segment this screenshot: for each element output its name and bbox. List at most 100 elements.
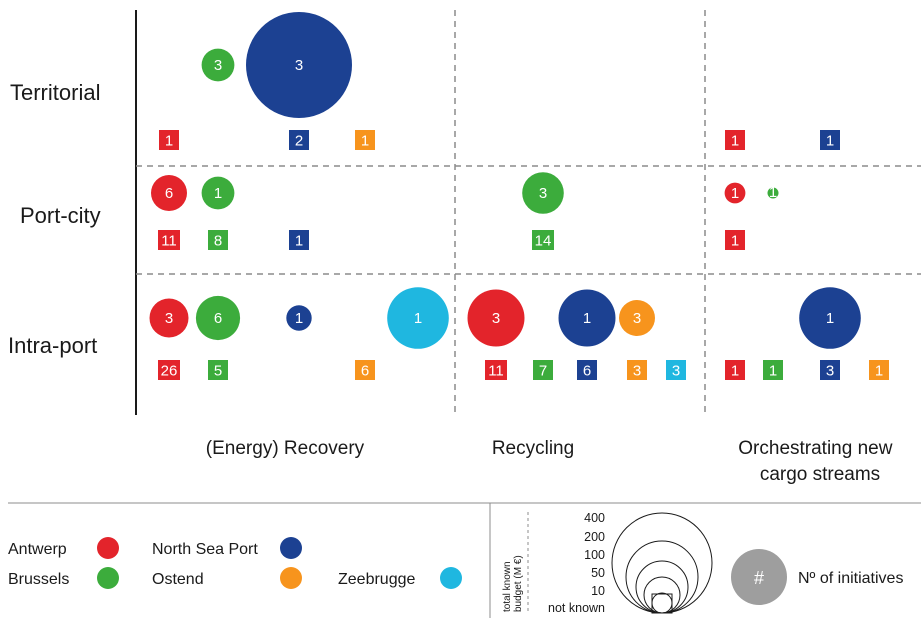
bubble-label-brussels-8: 6 (214, 310, 222, 327)
initiative-count-ostend-21 (869, 360, 889, 380)
initiative-count-label-ostend-16: 3 (633, 363, 641, 380)
row-label-territorial: Territorial (10, 80, 100, 105)
budget-legend-title: total known budget (M €) (502, 555, 524, 612)
initiative-count-brussels-19 (763, 360, 783, 380)
bubble-label-antwerp-11: 3 (492, 310, 500, 327)
initiative-count-northsea-7 (289, 230, 309, 250)
budget-circle-10 (651, 592, 673, 614)
bubble-brussels-0 (201, 48, 235, 82)
initiative-count-brussels-14 (533, 360, 553, 380)
bubble-northsea-1 (246, 12, 352, 118)
initiative-count-northsea-20 (820, 360, 840, 380)
column-label-orchestrating-line-1: Orchestrating new (738, 438, 892, 459)
legend-swatch-zeebrugge (440, 567, 462, 589)
initiative-count-label-brussels-19: 1 (769, 363, 777, 380)
bubble-label-brussels-0: 3 (214, 57, 222, 74)
initiative-count-zeebrugge-17 (666, 360, 686, 380)
initiative-count-antwerp-0 (159, 130, 179, 150)
chart-marks: 3 36 1 3 1 13 6 1 1 3 1 3 11 2 1 1 111 8 1 14 126 5 6 11 7 6 3 3 1 1 3… (149, 12, 889, 380)
initiative-count-label-brussels-8: 14 (535, 233, 552, 250)
legend-label-north-sea-port: North Sea Port (152, 541, 258, 558)
budget-circle-50 (643, 576, 681, 614)
row-labels: Territorial Port-city Intra-port (8, 80, 101, 358)
initiative-count-label-brussels-11: 5 (214, 363, 222, 380)
initiative-count-antwerp-10 (158, 360, 180, 380)
initiative-count-brussels-11 (208, 360, 228, 380)
bubble-label-northsea-14: 1 (826, 310, 834, 327)
bubble-brussels-8 (195, 295, 241, 341)
budget-level-10: 10 (591, 584, 605, 598)
legend-label-brussels: Brussels (8, 571, 69, 588)
initiative-count-northsea-15 (577, 360, 597, 380)
bubble-northsea-14 (799, 287, 861, 349)
bubble-antwerp-11 (467, 289, 525, 347)
bubble-northsea-12 (558, 289, 616, 347)
initiatives-legend-symbol (731, 549, 787, 605)
budget-level-200: 200 (584, 530, 605, 544)
budget-level-400: 400 (584, 511, 605, 525)
budget-size-legend: total known budget (M €) 400 200 100 50 … (489, 503, 713, 618)
initiative-count-label-antwerp-18: 1 (731, 363, 739, 380)
bubble-northsea-9 (286, 305, 312, 331)
initiative-count-label-antwerp-3: 1 (731, 133, 739, 150)
initiative-count-label-northsea-4: 1 (826, 133, 834, 150)
initiatives-legend: # Nº of initiatives (731, 549, 903, 605)
initiatives-legend-symbol-text: # (754, 568, 764, 588)
bubble-ostend-13 (619, 300, 655, 336)
bubble-label-antwerp-5: 1 (731, 185, 739, 202)
bubble-brussels-3 (201, 176, 235, 210)
initiative-count-antwerp-3 (725, 130, 745, 150)
bubble-label-zeebrugge-10: 1 (414, 310, 422, 327)
initiative-count-label-northsea-20: 3 (826, 363, 834, 380)
initiative-count-label-northsea-1: 2 (295, 133, 303, 150)
budget-circle-100 (635, 560, 689, 614)
legend-swatch-brussels (97, 567, 119, 589)
initiative-count-ostend-2 (355, 130, 375, 150)
budget-level-100: 100 (584, 548, 605, 562)
bubble-label-brussels-4: 3 (539, 185, 547, 202)
column-label-energy-recovery: (Energy) Recovery (206, 438, 365, 459)
legend-label-ostend: Ostend (152, 571, 204, 588)
legend-swatch-antwerp (97, 537, 119, 559)
initiative-count-northsea-1 (289, 130, 309, 150)
bubble-brussels-4 (522, 172, 564, 214)
bubble-antwerp-7 (149, 298, 189, 338)
column-label-recycling: Recycling (492, 438, 574, 459)
legend-label-zeebrugge: Zeebrugge (338, 571, 415, 588)
column-label-orchestrating: Orchestrating new cargo streams (738, 438, 897, 485)
initiative-count-label-zeebrugge-17: 3 (672, 363, 680, 380)
budget-circle-400 (611, 512, 713, 614)
initiative-count-antwerp-9 (725, 230, 745, 250)
bubble-antwerp-5 (724, 182, 746, 204)
initiative-count-brussels-8 (532, 230, 554, 250)
chart-grid (8, 10, 921, 504)
row-label-port-city: Port-city (20, 203, 101, 228)
bubble-label-antwerp-7: 3 (165, 310, 173, 327)
initiative-count-antwerp-18 (725, 360, 745, 380)
port-legend: Antwerp Brussels North Sea Port Ostend Z… (8, 537, 462, 589)
bubble-antwerp-2 (151, 175, 187, 211)
bubble-label-brussels-3: 1 (214, 185, 222, 202)
legend-swatch-north-sea-port (280, 537, 302, 559)
initiatives-legend-label: Nº of initiatives (798, 570, 903, 587)
budget-square-not-known (651, 593, 673, 614)
bubble-brussels-6 (767, 187, 779, 199)
initiative-count-ostend-12 (355, 360, 375, 380)
initiative-count-label-antwerp-10: 26 (161, 363, 178, 380)
initiative-count-brussels-6 (208, 230, 228, 250)
initiative-count-label-ostend-21: 1 (875, 363, 883, 380)
bubble-label-northsea-12: 1 (583, 310, 591, 327)
initiative-count-antwerp-5 (158, 230, 180, 250)
row-label-intra-port: Intra-port (8, 333, 97, 358)
budget-legend-title-line-2: budget (M €) (513, 555, 524, 612)
initiative-count-northsea-4 (820, 130, 840, 150)
bubble-label-northsea-9: 1 (295, 310, 303, 327)
budget-level-50: 50 (591, 566, 605, 580)
bubble-label-ostend-13: 3 (633, 310, 641, 327)
legend-label-antwerp: Antwerp (8, 541, 67, 558)
initiative-count-label-ostend-2: 1 (361, 133, 369, 150)
initiative-count-label-brussels-6: 8 (214, 233, 222, 250)
budget-legend-title-line-1: total known (502, 561, 513, 612)
initiative-count-antwerp-13 (485, 360, 507, 380)
